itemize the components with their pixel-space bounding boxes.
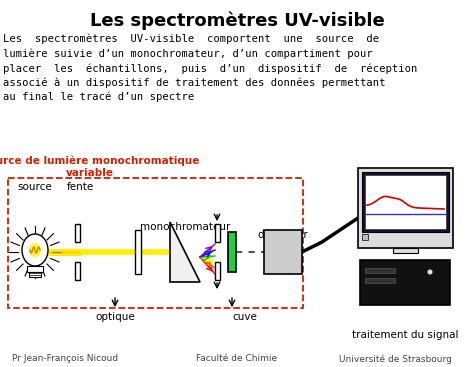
Text: fente: fente (66, 182, 94, 192)
Text: détecteur: détecteur (258, 230, 309, 240)
Text: au final le tracé d’un spectre: au final le tracé d’un spectre (3, 92, 194, 102)
Text: source: source (18, 182, 52, 192)
Text: Les  spectromètres  UV-visible  comportent  une  source  de: Les spectromètres UV-visible comportent … (3, 34, 379, 44)
Text: monochromateur: monochromateur (140, 222, 230, 232)
Bar (365, 268, 395, 273)
Bar (75, 262, 80, 280)
Text: cuve: cuve (232, 312, 257, 322)
Bar (29, 272, 41, 277)
Circle shape (427, 269, 433, 275)
Text: optique: optique (95, 312, 135, 322)
Bar (215, 262, 220, 280)
Text: Les spectromètres UV-visible: Les spectromètres UV-visible (90, 12, 384, 30)
Bar (135, 230, 141, 274)
Text: associé à un dispositif de traitement des données permettant: associé à un dispositif de traitement de… (3, 77, 385, 88)
Bar (264, 230, 302, 274)
Text: Source de lumière monochromatique: Source de lumière monochromatique (0, 156, 199, 167)
Text: Pr Jean-François Nicoud: Pr Jean-François Nicoud (12, 354, 118, 363)
Bar (365, 175, 446, 229)
Bar (228, 232, 236, 272)
Bar (75, 224, 80, 242)
Bar (362, 234, 368, 240)
Text: lumière suivie d’un monochromateur, d’un compartiment pour: lumière suivie d’un monochromateur, d’un… (3, 48, 373, 59)
Bar (365, 278, 395, 283)
Text: variable: variable (66, 168, 114, 178)
Ellipse shape (22, 234, 48, 266)
Text: Université de Strasbourg: Université de Strasbourg (338, 354, 451, 363)
Bar (360, 260, 450, 305)
Text: Faculté de Chimie: Faculté de Chimie (196, 354, 278, 363)
Bar (215, 224, 220, 242)
Polygon shape (170, 222, 200, 282)
Ellipse shape (29, 243, 41, 257)
Bar (358, 168, 453, 248)
Text: placer  les  échantillons,  puis  d’un  dispositif  de  réception: placer les échantillons, puis d’un dispo… (3, 63, 418, 73)
Bar (27, 266, 43, 272)
Bar (8, 178, 303, 308)
Text: traitement du signal: traitement du signal (352, 330, 458, 340)
Bar (393, 248, 418, 253)
Bar (362, 172, 449, 232)
